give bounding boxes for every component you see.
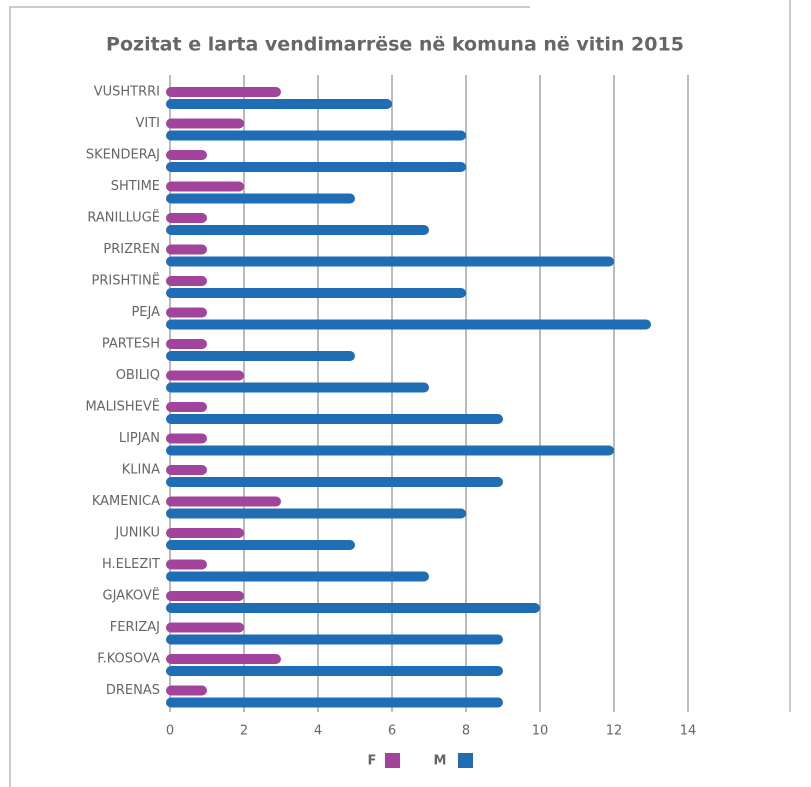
y-tick-label: PEJA (131, 305, 160, 320)
x-tick-label: 14 (680, 724, 697, 739)
bar (166, 540, 355, 550)
y-tick-label: PARTESH (102, 337, 160, 352)
bar (166, 256, 614, 267)
bar (166, 162, 466, 172)
x-tick-label: 10 (532, 724, 549, 739)
bar (166, 414, 503, 424)
legend-swatch (385, 753, 400, 768)
y-tick-label: RANILLUGË (87, 210, 160, 226)
bar (166, 244, 207, 255)
bar (166, 213, 207, 223)
bar (166, 465, 207, 475)
bar (166, 402, 207, 412)
bar (166, 181, 244, 192)
y-tick-label: DRENAS (106, 683, 160, 698)
bar (166, 433, 207, 444)
bar (166, 130, 466, 141)
bar (166, 99, 392, 109)
legend-label: M (434, 754, 447, 769)
bar (166, 319, 651, 330)
bar (166, 666, 503, 676)
y-tick-label: VITI (135, 116, 160, 131)
bar (166, 559, 207, 570)
y-tick-label: VUSHTRRI (94, 85, 160, 100)
bar (166, 193, 355, 204)
x-tick-label: 8 (462, 724, 470, 739)
bar (166, 634, 503, 645)
x-tick-label: 12 (606, 724, 623, 739)
y-tick-label: JUNIKU (114, 526, 160, 541)
frame (9, 6, 530, 787)
bar (166, 87, 281, 97)
bar (166, 477, 503, 487)
x-tick-label: 4 (314, 724, 322, 739)
bar (166, 496, 281, 507)
y-tick-label: H.ELEZIT (102, 557, 160, 572)
y-tick-label: PRISHTINË (92, 273, 160, 289)
bar (166, 571, 429, 582)
bar (166, 528, 244, 538)
y-tick-label: SHTIME (111, 179, 160, 194)
y-tick-label: F.KOSOVA (97, 652, 160, 667)
bar (166, 370, 244, 381)
bar (166, 339, 207, 349)
bar (166, 276, 207, 286)
bar (166, 118, 244, 129)
x-tick-label: 6 (388, 724, 396, 739)
y-tick-label: FERIZAJ (110, 620, 160, 635)
bar (166, 445, 614, 456)
y-tick-label: KAMENICA (92, 494, 160, 509)
legend-swatch (458, 753, 473, 768)
y-tick-label: PRIZREN (103, 242, 160, 257)
bar (166, 654, 281, 664)
y-tick-label: LIPJAN (119, 431, 160, 446)
chart-title: Pozitat e larta vendimarrëse në komuna n… (106, 34, 684, 56)
bar (166, 508, 466, 519)
y-tick-label: SKENDERAJ (86, 148, 160, 163)
y-tick-label: OBILIQ (116, 368, 160, 383)
y-tick-label: GJAKOVË (103, 588, 161, 604)
bar (166, 603, 540, 613)
bar (166, 697, 503, 708)
x-tick-label: 2 (240, 724, 248, 739)
bar (166, 150, 207, 160)
bar (166, 307, 207, 318)
bar (166, 622, 244, 633)
legend-label: F (368, 754, 377, 769)
x-tick-label: 0 (166, 724, 174, 739)
bar (166, 288, 466, 298)
bar (166, 591, 244, 601)
bar (166, 382, 429, 393)
y-tick-label: KLINA (122, 463, 160, 478)
bar (166, 225, 429, 235)
bar (166, 685, 207, 696)
bar (166, 351, 355, 361)
y-tick-label: MALISHEVË (85, 399, 160, 415)
